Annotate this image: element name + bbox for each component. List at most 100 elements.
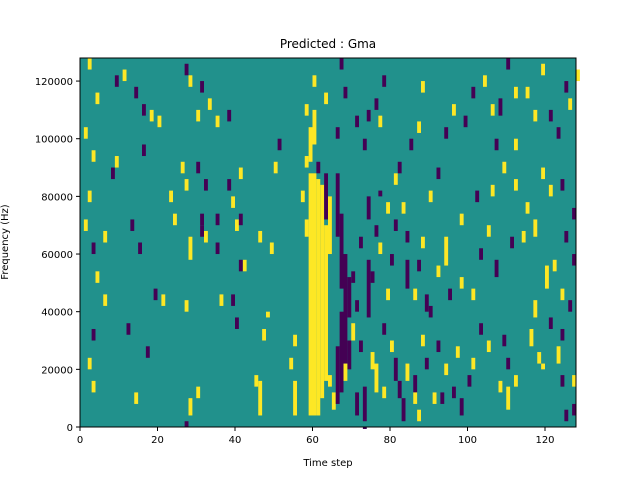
heatmap-cell <box>184 421 189 427</box>
heatmap-cell <box>273 161 278 174</box>
heatmap-cell <box>378 242 383 255</box>
heatmap-cell <box>413 392 418 404</box>
heatmap-cell <box>200 213 204 226</box>
heatmap-cell <box>514 179 518 191</box>
heatmap-cell <box>196 161 201 174</box>
heatmap-cell <box>308 173 313 416</box>
heatmap-cell <box>103 230 108 243</box>
heatmap-cell <box>304 156 309 168</box>
heatmap-cell <box>413 288 418 301</box>
heatmap-cell <box>405 230 410 243</box>
heatmap-cell <box>541 167 545 180</box>
heatmap-cell <box>506 386 511 410</box>
heatmap-cell <box>459 398 464 416</box>
heatmap-cell <box>324 225 328 381</box>
heatmap-cell <box>564 230 569 243</box>
heatmap-cell <box>390 254 394 266</box>
y-tick-label: 80000 <box>41 192 73 203</box>
heatmap-cell <box>502 334 507 347</box>
heatmap-cell <box>335 346 340 404</box>
heatmap-cell <box>564 409 569 422</box>
heatmap-cell <box>304 219 309 237</box>
x-tick-label: 40 <box>229 435 242 446</box>
heatmap-cell <box>362 138 367 151</box>
heatmap-cell <box>235 317 239 329</box>
heatmap-cell <box>386 288 390 301</box>
heatmap-cell <box>444 127 449 139</box>
heatmap-cell <box>556 346 561 364</box>
heatmap-cell <box>188 398 193 416</box>
heatmap-cell <box>196 109 201 122</box>
heatmap-cell <box>328 196 332 255</box>
heatmap-cell <box>328 375 332 387</box>
heatmap-cell <box>91 380 96 393</box>
y-tick-label: 100000 <box>35 135 73 146</box>
heatmap-cell <box>541 63 545 76</box>
heatmap-cell <box>215 242 220 255</box>
heatmap-cell <box>525 86 530 99</box>
heatmap-cell <box>467 375 472 387</box>
heatmap-cell <box>196 386 201 399</box>
heatmap-cell <box>316 161 321 174</box>
heatmap-cell <box>114 156 119 168</box>
heatmap-cell <box>541 363 545 370</box>
y-tick-label: 20000 <box>41 365 73 376</box>
heatmap-cell <box>335 127 340 139</box>
heatmap-cell <box>494 138 499 151</box>
heatmap-cell <box>366 259 371 318</box>
heatmap-cell <box>572 207 576 220</box>
heatmap-cell <box>374 363 379 393</box>
heatmap-cell <box>238 259 243 272</box>
heatmap-cell <box>424 294 429 312</box>
heatmap-cell <box>339 311 344 393</box>
heatmap-cell <box>370 271 375 283</box>
heatmap-cell <box>510 236 514 249</box>
heatmap-cell <box>506 58 511 70</box>
heatmap-cell <box>142 104 146 116</box>
heatmap-cell <box>231 196 235 208</box>
heatmap-cell <box>506 357 511 370</box>
heatmap-cell <box>238 167 243 180</box>
heatmap-cell <box>568 300 573 312</box>
heatmap-cell <box>421 81 425 93</box>
heatmap-cell <box>548 184 553 197</box>
heatmap-cell <box>173 213 177 226</box>
heatmap-cell <box>421 334 425 347</box>
heatmap-cell <box>452 104 456 116</box>
heatmap-cell <box>572 375 576 387</box>
heatmap-cell <box>479 323 483 335</box>
heatmap-cell <box>529 328 534 347</box>
heatmap-cell <box>145 346 150 358</box>
heatmap-cell <box>448 288 452 301</box>
heatmap-cell <box>405 259 410 289</box>
plot-frame <box>79 57 577 428</box>
heatmap-cell <box>262 328 266 341</box>
heatmap-cell <box>231 294 235 306</box>
heatmap-cell <box>242 259 247 272</box>
heatmap-cell <box>293 380 297 416</box>
heatmap-cell <box>374 98 379 110</box>
heatmap-cell <box>157 115 162 128</box>
heatmap-cell <box>103 294 108 306</box>
heatmap-cell <box>277 138 282 151</box>
heatmap-cell <box>95 92 100 105</box>
heatmap-cell <box>335 173 340 237</box>
heatmap-cell <box>227 179 232 191</box>
heatmap-cell <box>486 225 491 237</box>
heatmap-cell <box>463 115 468 128</box>
heatmap-cell <box>184 63 189 76</box>
heatmap-cell <box>440 392 445 404</box>
heatmap-cell <box>316 179 321 416</box>
heatmap-cell <box>417 121 421 133</box>
plot-area <box>79 57 580 429</box>
heatmap-cell <box>87 190 92 203</box>
heatmap-cell <box>459 277 464 289</box>
heatmap-cell <box>204 179 208 191</box>
heatmap-cell <box>91 328 96 341</box>
heatmap-cell <box>401 202 406 214</box>
heatmap-cell <box>560 179 565 191</box>
y-tick-label: 0 <box>67 423 73 434</box>
y-tick-label: 120000 <box>35 77 73 88</box>
heatmap-cell <box>502 161 507 174</box>
heatmap-cell <box>347 340 352 370</box>
